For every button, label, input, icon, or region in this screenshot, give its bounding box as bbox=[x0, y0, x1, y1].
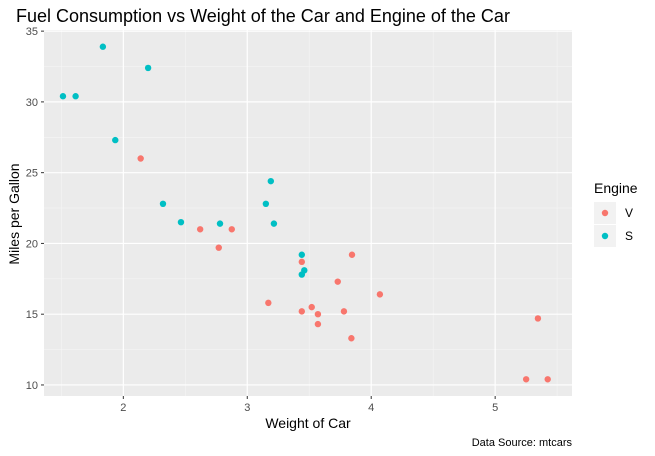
y-axis-title: Miles per Gallon bbox=[6, 163, 22, 264]
y-tick-label: 35 bbox=[26, 26, 38, 38]
point-s bbox=[144, 64, 152, 72]
y-tick-label: 25 bbox=[26, 168, 38, 180]
point-v bbox=[314, 320, 322, 328]
legend: Engine VS bbox=[594, 180, 638, 247]
point-v bbox=[298, 258, 306, 266]
point-v bbox=[348, 335, 355, 342]
legend-swatch bbox=[601, 232, 609, 240]
x-axis-ticks: 2 3 4 5 bbox=[120, 396, 498, 414]
point-s bbox=[270, 220, 278, 227]
point-v bbox=[298, 308, 306, 315]
point-s bbox=[216, 220, 224, 227]
y-axis-ticks: 10 15 20 25 30 35 bbox=[26, 26, 44, 392]
point-v bbox=[265, 299, 272, 307]
caption: Data Source: mtcars bbox=[472, 437, 573, 449]
point-s bbox=[267, 177, 275, 185]
point-v bbox=[215, 244, 222, 251]
x-tick-label: 2 bbox=[120, 402, 126, 414]
point-v bbox=[308, 303, 315, 311]
point-s bbox=[159, 200, 167, 208]
point-s bbox=[112, 136, 119, 144]
y-tick-label: 10 bbox=[26, 380, 38, 392]
x-tick-label: 5 bbox=[492, 402, 498, 414]
data-points bbox=[59, 43, 551, 383]
point-v bbox=[334, 278, 341, 285]
plot-panel bbox=[44, 30, 572, 396]
point-v bbox=[376, 291, 384, 298]
point-s bbox=[59, 93, 67, 100]
point-s bbox=[262, 200, 270, 208]
point-v bbox=[228, 226, 235, 233]
legend-swatch bbox=[601, 209, 609, 217]
point-v bbox=[196, 226, 204, 233]
point-s bbox=[177, 218, 185, 226]
point-v bbox=[340, 308, 348, 315]
legend-title: Engine bbox=[594, 180, 638, 196]
point-s bbox=[301, 267, 308, 274]
point-s bbox=[99, 43, 107, 50]
point-v bbox=[544, 376, 551, 383]
point-s bbox=[72, 93, 79, 100]
legend-label: S bbox=[625, 229, 633, 243]
point-v bbox=[314, 310, 322, 318]
y-tick-label: 20 bbox=[26, 238, 38, 250]
point-s bbox=[298, 251, 306, 258]
y-tick-label: 30 bbox=[26, 97, 38, 109]
point-v bbox=[534, 315, 542, 322]
point-v bbox=[522, 376, 530, 383]
y-tick-label: 15 bbox=[26, 309, 38, 321]
legend-label: V bbox=[625, 206, 633, 220]
chart-title: Fuel Consumption vs Weight of the Car an… bbox=[16, 6, 510, 26]
x-tick-label: 3 bbox=[244, 402, 250, 414]
x-tick-label: 4 bbox=[368, 402, 374, 414]
point-v bbox=[348, 251, 356, 258]
point-v bbox=[137, 155, 144, 162]
x-axis-title: Weight of Car bbox=[265, 415, 351, 431]
grid-lines bbox=[44, 30, 572, 396]
